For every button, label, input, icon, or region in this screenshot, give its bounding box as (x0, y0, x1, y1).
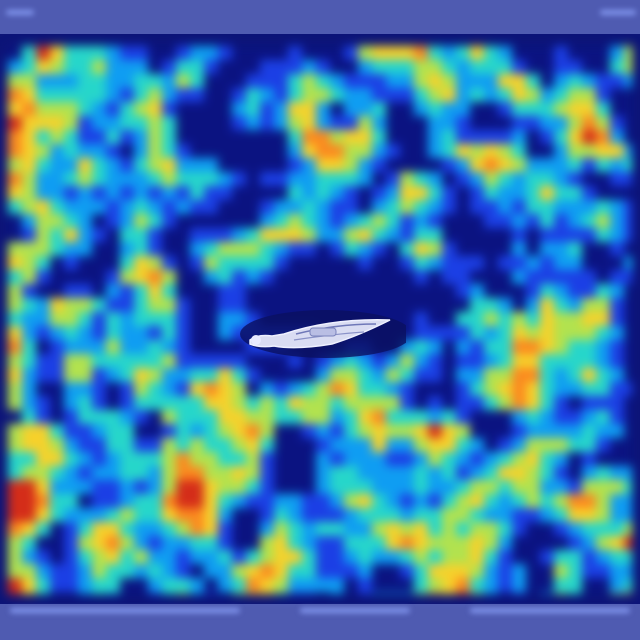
top-right-glow (600, 10, 636, 15)
bottom-glow-right (470, 608, 630, 613)
bottom-glow-left (10, 608, 240, 613)
bottom-glow-mid (300, 608, 410, 613)
heatmap-frame (0, 34, 640, 604)
sailboat-image (240, 310, 406, 358)
top-left-glow (6, 10, 34, 15)
bottom-border-band (0, 604, 640, 640)
top-border-band (0, 0, 640, 34)
